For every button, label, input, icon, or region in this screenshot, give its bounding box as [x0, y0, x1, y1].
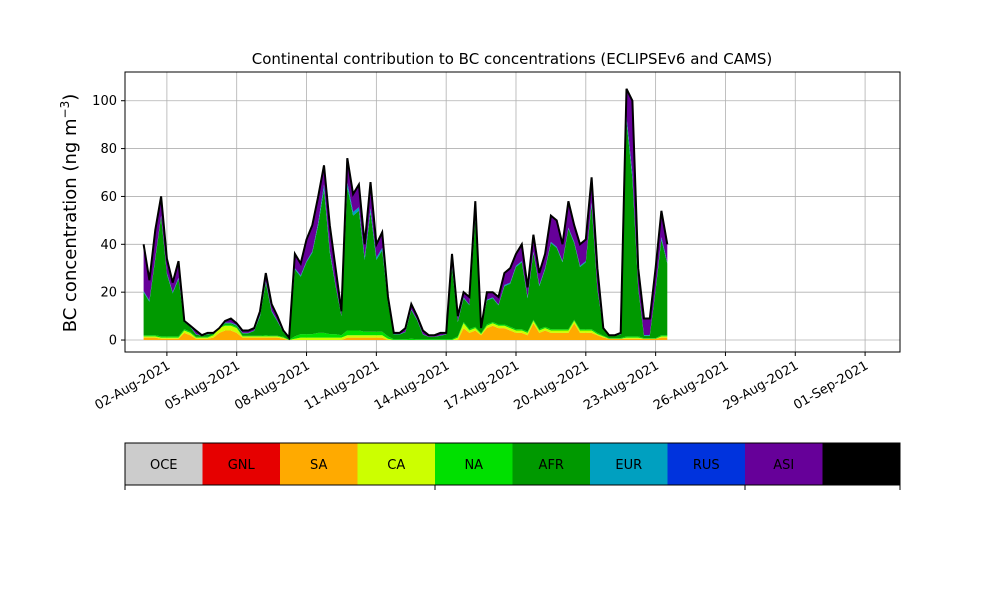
total-line [142, 88, 669, 341]
y-tick-label: 0 [109, 334, 117, 349]
y-tick-label: 40 [100, 238, 117, 253]
y-tick-label: 80 [100, 142, 117, 157]
x-tick-label: 01-Sep-2021 [791, 358, 871, 413]
legend-label-gnl: GNL [228, 458, 256, 473]
y-axis-label-main: BC concentration (ng m [60, 118, 81, 332]
x-tick-label: 11-Aug-2021 [302, 358, 382, 413]
legend-swatch-aus [822, 443, 900, 485]
legend-swatch-rus [667, 443, 745, 485]
plot-axes: 0 20 40 60 80 100 02-Aug-202105-Aug-202108-Aug… [92, 71, 901, 414]
area-afr [143, 121, 668, 340]
legend-label-aus: AUS [848, 458, 875, 473]
legend-label-na: NA [464, 458, 483, 473]
area-na [143, 319, 668, 340]
legend-label-oce: OCE [150, 458, 178, 473]
x-tick-label: 23-Aug-2021 [581, 358, 661, 413]
x-tick-label: 14-Aug-2021 [372, 358, 452, 413]
area-sa [143, 323, 668, 340]
plot-frame [124, 71, 901, 353]
area-ca [143, 320, 668, 340]
chart-title: Continental contribution to BC concentra… [252, 50, 773, 68]
y-axis-label: BC concentration (ng m−3) [58, 94, 81, 333]
y-tick-label: 100 [92, 94, 117, 109]
legend-label-sa: SA [310, 458, 327, 473]
legend-label-eur: EUR [615, 458, 642, 473]
legend-label-afr: AFR [539, 458, 564, 473]
legend-swatch-na [435, 443, 513, 485]
x-tick-label: 26-Aug-2021 [651, 358, 731, 413]
x-tick-label: 17-Aug-2021 [442, 358, 522, 413]
legend-colorbar: OCE GNL SA CA NA AFR EUR RUS ASI AUS [124, 442, 901, 490]
legend-label-asi: ASI [773, 458, 794, 473]
y-tick-label: 60 [100, 190, 117, 205]
y-tick-label: 20 [100, 286, 117, 301]
legend-label-ca: CA [387, 458, 405, 473]
legend-swatch-oce [125, 443, 203, 485]
x-tick-label: 02-Aug-2021 [93, 358, 173, 413]
legend-label-rus: RUS [693, 458, 720, 473]
legend-swatch-gnl [202, 443, 280, 485]
legend-swatch-ca [357, 443, 435, 485]
legend-frame [124, 442, 901, 486]
y-axis-label-exponent: −3 [58, 101, 72, 119]
y-axis-label-close: ) [60, 94, 81, 101]
x-tick-label: 05-Aug-2021 [162, 358, 242, 413]
stacked-area-series [142, 88, 669, 341]
x-tick-label: 08-Aug-2021 [232, 358, 312, 413]
x-tick-label: 20-Aug-2021 [511, 358, 591, 413]
x-tick-label: 29-Aug-2021 [721, 358, 801, 413]
legend-swatch-sa [280, 443, 358, 485]
legend-swatch-asi [745, 443, 823, 485]
legend-swatch-eur [590, 443, 668, 485]
legend-swatch-afr [512, 443, 590, 485]
